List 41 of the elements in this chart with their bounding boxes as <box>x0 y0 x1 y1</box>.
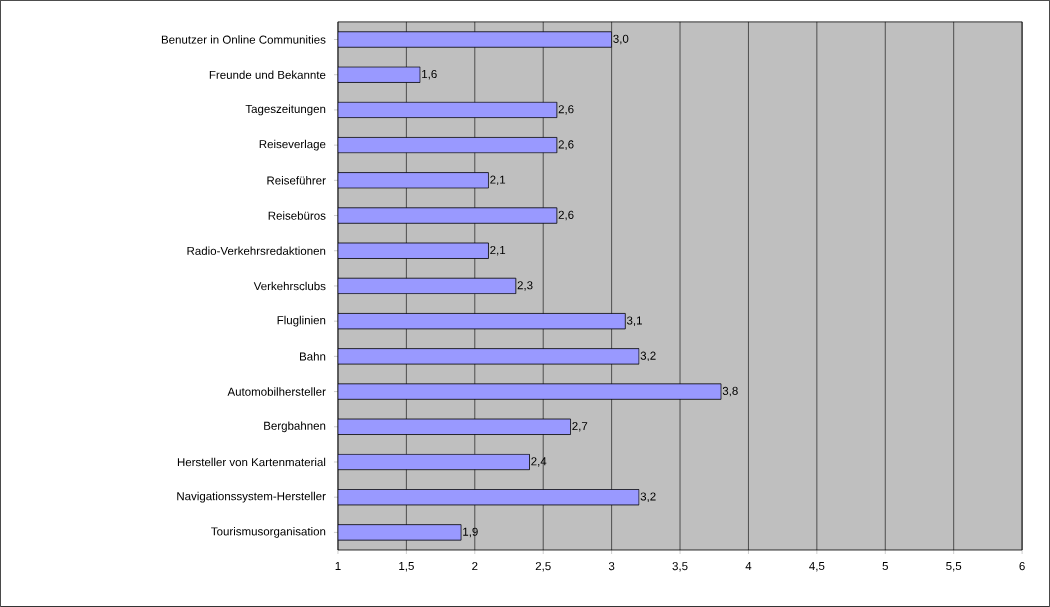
data-label: 2,6 <box>558 105 574 115</box>
x-tick-label: 6 <box>1019 562 1025 571</box>
data-label: 3,8 <box>722 386 738 397</box>
x-tick-label: 5 <box>882 562 888 571</box>
y-tick-label: Reiseverlage <box>259 139 326 151</box>
data-label: 2,3 <box>517 281 533 291</box>
data-label: 2,6 <box>558 140 574 150</box>
y-tick-label: Radio-Verkehrsredaktionen <box>187 246 326 256</box>
y-tick-label: Benutzer in Online Communities <box>161 35 326 44</box>
x-tick-label: 4,5 <box>809 562 825 572</box>
data-label: 2,7 <box>572 422 588 432</box>
x-tick-label: 2 <box>472 562 478 571</box>
y-tick-label: Automobilhersteller <box>227 387 326 396</box>
y-tick-label: Bergbahnen <box>264 421 326 433</box>
data-label: 3,0 <box>613 34 629 45</box>
data-label: 3,2 <box>640 492 656 502</box>
data-label: 2,4 <box>531 457 547 467</box>
y-tick-label: Fluglinien <box>277 315 326 327</box>
y-tick-label: Navigationssystem-Hersteller <box>177 491 326 503</box>
data-label: 3,2 <box>640 351 656 362</box>
y-tick-label: Hersteller von Kartenmaterial <box>177 457 326 467</box>
data-label: 2,1 <box>490 246 506 256</box>
data-label: 1,9 <box>463 527 478 538</box>
y-tick-label: Reisebüros <box>268 211 326 220</box>
x-tick-label: 3 <box>608 562 615 571</box>
x-tick-label: 5,5 <box>946 562 962 572</box>
x-tick-label: 4 <box>745 562 752 570</box>
y-tick-label: Tageszeitungen <box>245 104 326 116</box>
y-tick-label: Freunde und Bekannte <box>209 70 326 79</box>
x-tick-label: 1 <box>335 562 341 570</box>
y-tick-label: Bahn <box>300 352 326 361</box>
x-tick-label: 1,5 <box>399 562 414 572</box>
y-tick-label: Tourismusorganisation <box>211 527 326 538</box>
data-label: 2,1 <box>490 175 506 186</box>
data-label: 3,1 <box>626 316 642 326</box>
y-tick-label: Reiseführer <box>267 176 326 185</box>
x-tick-label: 2,5 <box>535 562 551 572</box>
x-tick-label: 3,5 <box>672 562 688 572</box>
y-tick-label: Verkehrsclubs <box>253 281 326 291</box>
data-label: 1,6 <box>422 70 437 80</box>
data-label: 2,6 <box>558 210 574 221</box>
